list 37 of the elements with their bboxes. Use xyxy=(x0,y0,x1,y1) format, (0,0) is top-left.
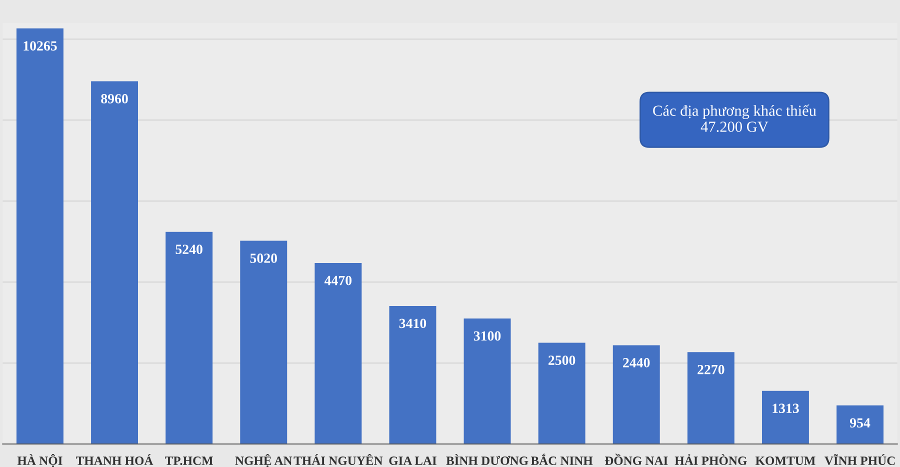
x-tick-label: HẢI PHÒNG xyxy=(674,454,747,465)
bar xyxy=(91,81,138,444)
x-tick-label: ĐỒNG NAI xyxy=(604,454,668,465)
x-tick-label: BÌNH DƯƠNG xyxy=(446,454,528,465)
bar xyxy=(314,263,362,444)
x-tick-label: BẮC NINH xyxy=(530,454,593,465)
bar xyxy=(762,390,809,444)
annotation: Các địa phương khác thiếu 47.200 GV xyxy=(653,104,816,132)
x-tick-label: TP.HCM xyxy=(165,456,213,466)
data-label: 10265 xyxy=(24,41,57,51)
bar xyxy=(16,28,64,444)
data-label: 2270 xyxy=(698,364,724,374)
x-tick-label: THANH HOÁ xyxy=(76,454,154,465)
x-tick-label: VĨNH PHÚC xyxy=(824,454,895,466)
x-tick-label: THÁI NGUYÊN xyxy=(294,454,383,465)
bar xyxy=(389,306,436,444)
data-label: 1313 xyxy=(772,404,799,414)
bar xyxy=(538,342,586,444)
x-tick-label: KOMTUM xyxy=(755,456,816,465)
bar xyxy=(612,345,660,444)
x-tick-label: GIA LAI xyxy=(389,456,436,465)
x-tick-label: NGHỆ AN xyxy=(235,454,292,467)
data-label: 954 xyxy=(850,418,870,428)
data-label: 8960 xyxy=(101,94,128,104)
data-label: 5240 xyxy=(176,244,202,254)
bar xyxy=(464,318,511,444)
x-tick-label: HÀ NỘI xyxy=(17,454,62,467)
data-label: 3410 xyxy=(399,318,426,328)
data-label: 3100 xyxy=(474,331,501,341)
data-label: 2500 xyxy=(548,356,576,365)
data-label: 2440 xyxy=(623,358,650,368)
bar xyxy=(166,232,213,444)
bar xyxy=(836,405,884,444)
bar xyxy=(687,352,734,444)
data-label: 5020 xyxy=(250,254,277,263)
data-label: 4470 xyxy=(324,276,352,286)
bar xyxy=(240,240,288,444)
